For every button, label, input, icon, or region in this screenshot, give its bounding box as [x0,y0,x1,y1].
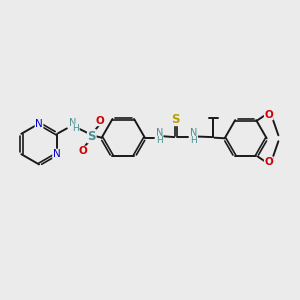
Text: N: N [69,118,76,128]
Text: N: N [35,118,43,129]
Text: N: N [156,128,163,139]
Text: N: N [190,128,197,139]
Text: H: H [73,124,79,133]
Text: O: O [264,157,273,167]
Text: O: O [79,146,88,156]
Text: S: S [88,130,96,143]
Text: N: N [53,149,61,159]
Text: H: H [156,136,163,145]
Text: H: H [190,136,197,145]
Text: O: O [264,110,273,120]
Text: O: O [96,116,104,126]
Text: S: S [172,112,180,126]
